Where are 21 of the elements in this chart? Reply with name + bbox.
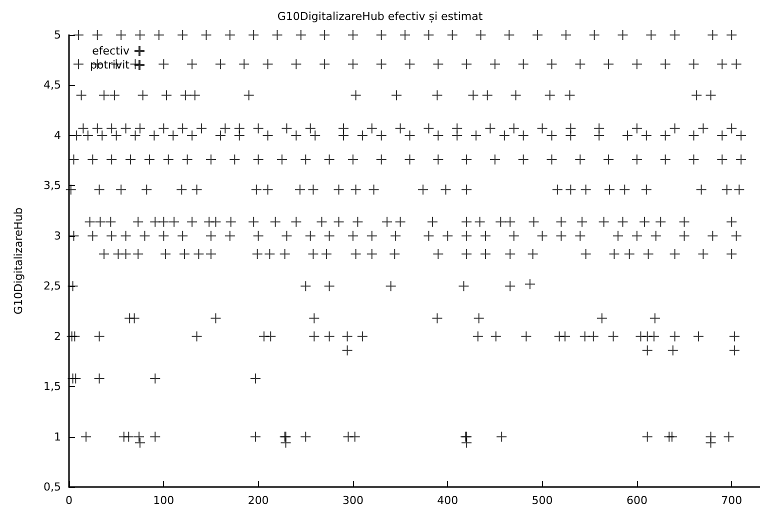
x-tick-label: 100 [153,494,174,506]
x-tick-label: 600 [626,494,648,506]
legend-label: efectiv [92,44,130,58]
y-tick-label: 2 [54,330,61,343]
y-tick-label: 5 [54,28,61,42]
x-tick-label: 700 [721,494,742,506]
x-tick-label: 400 [437,494,458,506]
y-tick-label: 4 [54,128,61,142]
x-tick-label: 300 [342,494,364,506]
y-tick-label: 2,5 [44,280,61,293]
y-tick-label: 1,5 [44,380,61,394]
y-tick-label: 3,5 [44,179,61,192]
y-tick-label: 0,5 [44,480,61,494]
x-tick-label: 0 [66,494,72,506]
x-tick-label: 200 [248,494,269,506]
chart-title: G10DigitalizareHub efectiv și estimat [277,10,484,23]
y-tick-label: 3 [54,229,61,242]
x-tick-label: 500 [532,494,553,506]
y-tick-label: 4,5 [44,78,61,92]
y-axis-title: G10DigitalizareHub [12,207,25,315]
y-tick-label: 1 [54,430,61,444]
